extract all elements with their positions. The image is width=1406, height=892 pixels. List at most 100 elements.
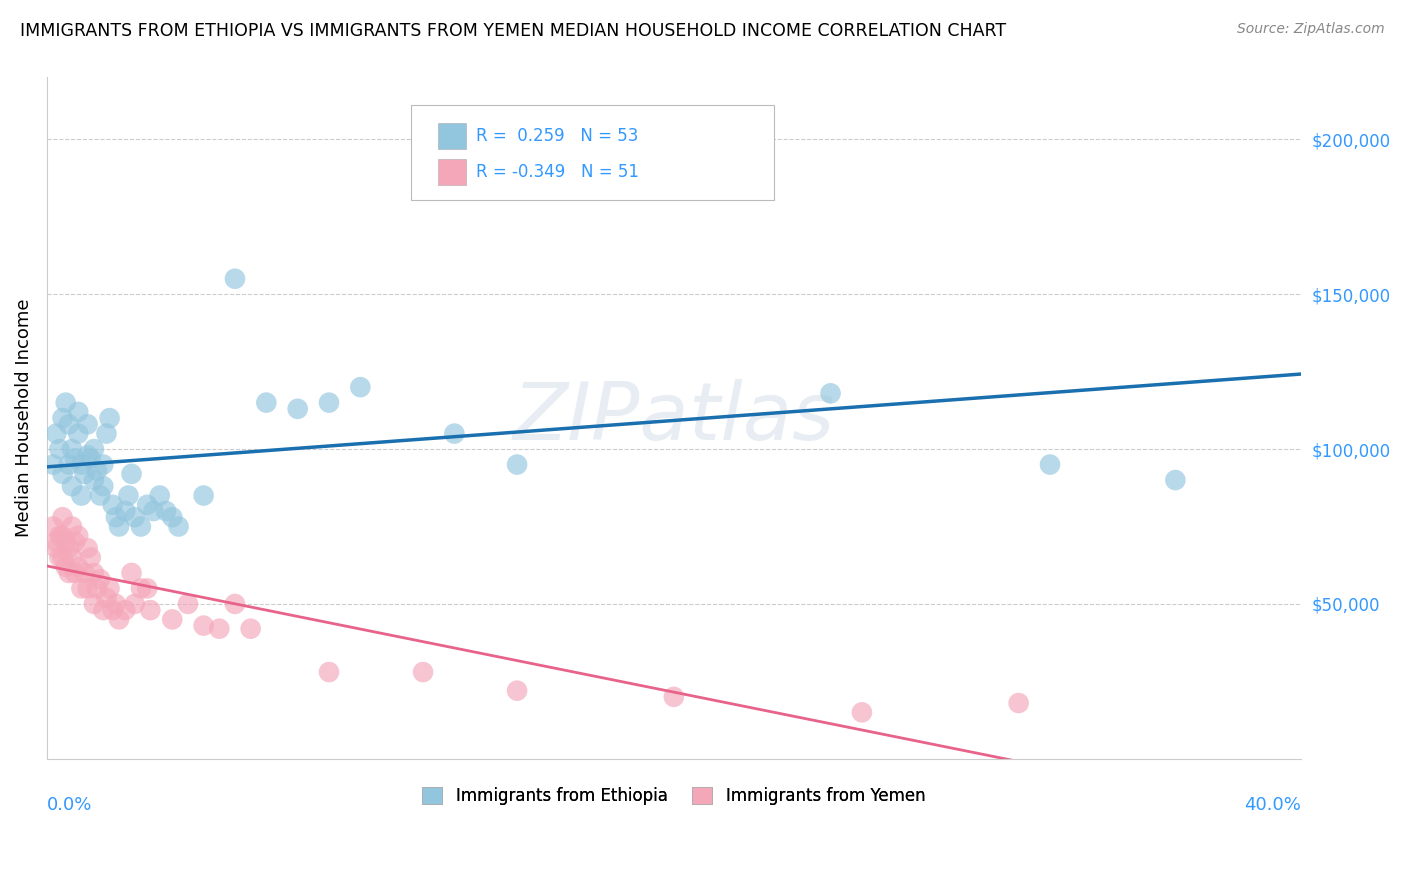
Point [91, 479, 114, 493]
Point [45, 535, 67, 549]
Point [443, 426, 465, 441]
Point [662, 690, 685, 704]
Point [91, 458, 114, 472]
Point [121, 467, 143, 481]
Point [45, 426, 67, 441]
Point [48, 442, 70, 456]
Point [129, 519, 152, 533]
Point [506, 458, 529, 472]
Point [55, 395, 77, 409]
Point [89, 572, 111, 586]
Point [83, 566, 105, 580]
Point [51, 510, 73, 524]
Point [114, 603, 136, 617]
Legend: Immigrants from Ethiopia, Immigrants from Yemen: Immigrants from Ethiopia, Immigrants fro… [416, 780, 932, 812]
Point [318, 665, 340, 679]
Point [177, 597, 200, 611]
Text: IMMIGRANTS FROM ETHIOPIA VS IMMIGRANTS FROM YEMEN MEDIAN HOUSEHOLD INCOME CORREL: IMMIGRANTS FROM ETHIOPIA VS IMMIGRANTS F… [20, 22, 1005, 40]
Point [287, 401, 309, 416]
Point [506, 683, 529, 698]
Point [820, 386, 842, 401]
Point [60, 519, 83, 533]
Point [67, 405, 90, 419]
Point [851, 706, 873, 720]
Point [1164, 473, 1187, 487]
Point [224, 597, 246, 611]
Text: R = -0.349   N = 51: R = -0.349 N = 51 [475, 163, 638, 181]
Point [42, 519, 65, 533]
Point [121, 566, 143, 580]
Point [108, 612, 131, 626]
Point [63, 566, 86, 580]
Point [76, 417, 98, 432]
Point [80, 550, 103, 565]
Point [51, 411, 73, 425]
Point [114, 504, 136, 518]
Text: 40.0%: 40.0% [1244, 797, 1301, 814]
Point [124, 510, 146, 524]
Point [193, 489, 215, 503]
Point [662, 148, 685, 162]
Point [67, 529, 90, 543]
Point [70, 489, 93, 503]
Point [83, 597, 105, 611]
Point [193, 618, 215, 632]
Point [83, 473, 105, 487]
Point [104, 597, 127, 611]
Point [76, 582, 98, 596]
Point [73, 566, 96, 580]
Point [60, 550, 83, 565]
Point [67, 559, 90, 574]
Point [136, 582, 159, 596]
Point [142, 504, 165, 518]
Text: Source: ZipAtlas.com: Source: ZipAtlas.com [1237, 22, 1385, 37]
Point [124, 597, 146, 611]
Text: R =  0.259   N = 53: R = 0.259 N = 53 [475, 127, 638, 145]
Point [167, 519, 190, 533]
Point [58, 458, 80, 472]
Point [58, 417, 80, 432]
Point [224, 271, 246, 285]
Point [96, 426, 118, 441]
Point [254, 395, 277, 409]
FancyBboxPatch shape [439, 159, 465, 186]
Point [86, 464, 108, 478]
Point [89, 489, 111, 503]
Point [86, 582, 108, 596]
Point [1007, 696, 1029, 710]
Point [162, 612, 184, 626]
Point [98, 582, 121, 596]
Point [412, 665, 434, 679]
Point [60, 479, 83, 493]
Point [83, 442, 105, 456]
Point [1039, 458, 1062, 472]
Point [63, 451, 86, 466]
FancyBboxPatch shape [411, 104, 775, 200]
Point [349, 380, 371, 394]
Point [117, 489, 139, 503]
Point [55, 559, 77, 574]
Point [55, 535, 77, 549]
Point [63, 535, 86, 549]
Point [67, 426, 90, 441]
Point [101, 603, 124, 617]
Point [45, 541, 67, 556]
Point [91, 603, 114, 617]
Point [51, 550, 73, 565]
Point [58, 566, 80, 580]
Point [48, 529, 70, 543]
Point [129, 582, 152, 596]
Point [58, 541, 80, 556]
Point [139, 603, 162, 617]
Text: ZIPatlas: ZIPatlas [513, 379, 835, 457]
Point [318, 395, 340, 409]
Point [42, 458, 65, 472]
Point [80, 451, 103, 466]
Point [162, 510, 184, 524]
Point [96, 591, 118, 605]
Point [239, 622, 262, 636]
Point [155, 504, 177, 518]
Point [76, 448, 98, 462]
Point [108, 519, 131, 533]
Point [70, 458, 93, 472]
